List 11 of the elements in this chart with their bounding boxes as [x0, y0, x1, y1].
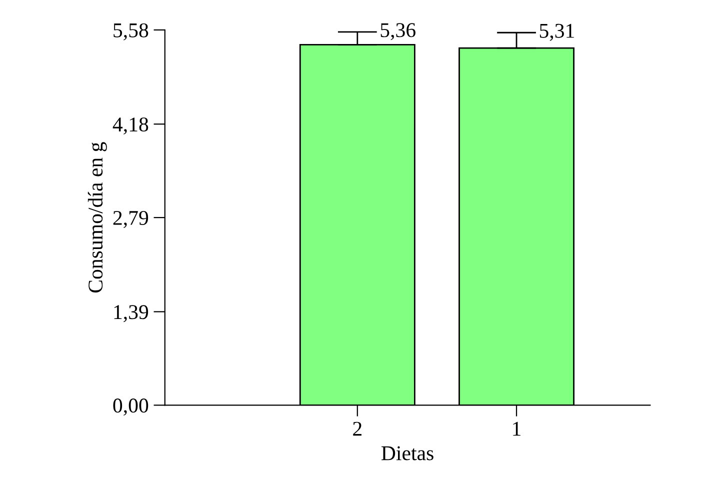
data-label: 5,36 — [380, 23, 416, 40]
x-axis-title: Dietas — [382, 446, 434, 460]
x-tick-label: 2 — [353, 422, 362, 436]
y-tick-label: 4,18 — [112, 117, 148, 135]
x-tick-label: 1 — [513, 422, 520, 436]
data-label: 5,31 — [540, 24, 574, 41]
y-tick-label: 1,39 — [114, 305, 148, 322]
y-tick-label: 2,79 — [113, 210, 148, 228]
y-tick-label: 0,00 — [113, 398, 148, 416]
y-tick-label: 5,58 — [114, 23, 148, 40]
y-axis-title: Consumo/día en g — [88, 142, 107, 293]
